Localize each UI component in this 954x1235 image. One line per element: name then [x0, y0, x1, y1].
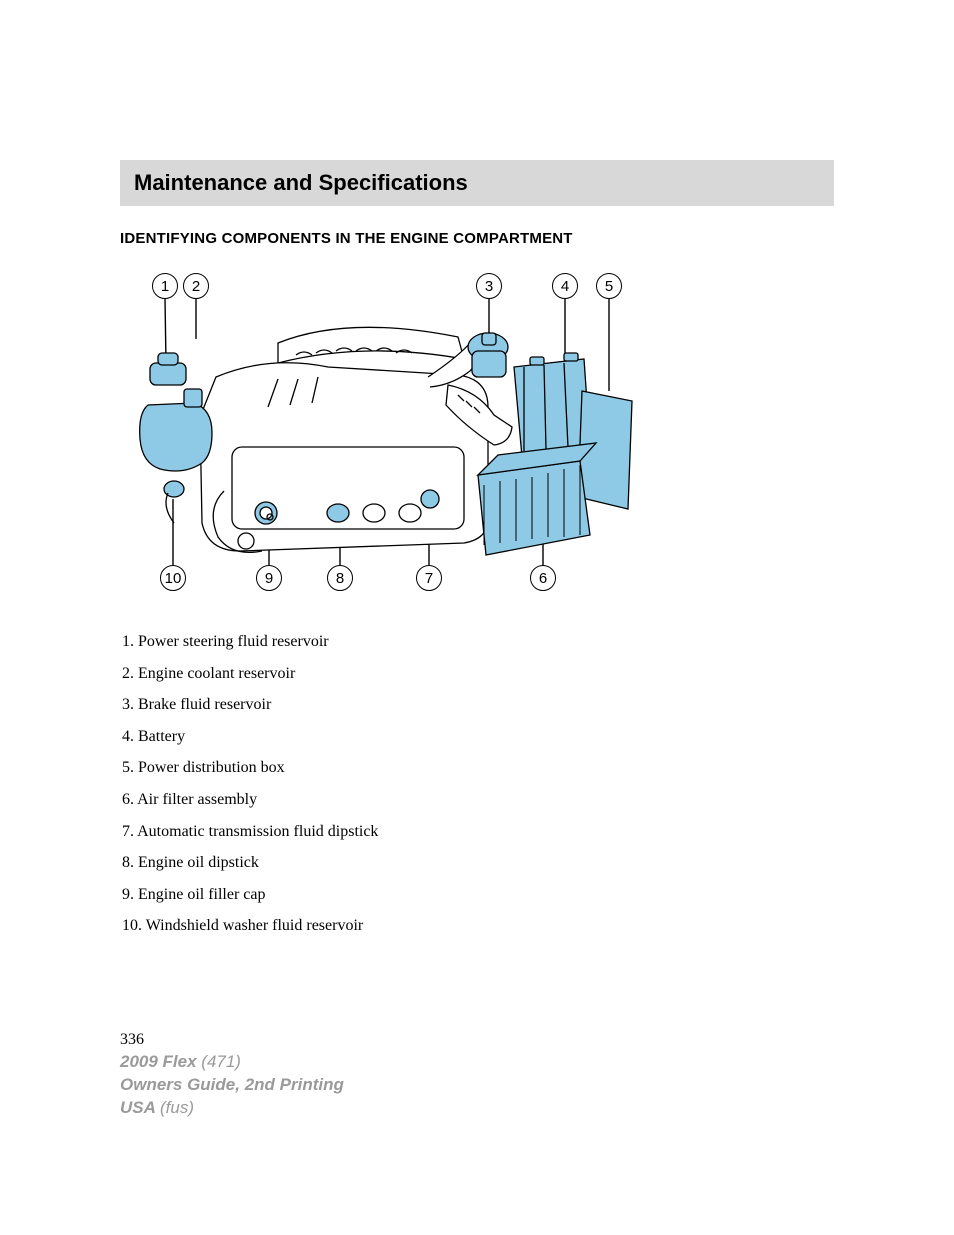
subheading: IDENTIFYING COMPONENTS IN THE ENGINE COM… [120, 230, 834, 247]
list-item: 3. Brake fluid reservoir [122, 690, 834, 720]
engine-diagram-svg [128, 267, 648, 597]
component-list: 1. Power steering fluid reservoir2. Engi… [122, 627, 834, 941]
callout-2: 2 [183, 273, 209, 299]
callout-1: 1 [152, 273, 178, 299]
list-item: 9. Engine oil filler cap [122, 880, 834, 910]
footer-region-code: (fus) [160, 1098, 194, 1117]
callout-3: 3 [476, 273, 502, 299]
callout-5: 5 [596, 273, 622, 299]
callout-10: 10 [160, 565, 186, 591]
list-item: 1. Power steering fluid reservoir [122, 627, 834, 657]
engine-diagram: 12 3 45 6 7 8 9 10 [128, 267, 648, 597]
page-number: 336 [120, 1031, 834, 1049]
list-item: 4. Battery [122, 722, 834, 752]
callout-9: 9 [256, 565, 282, 591]
footer-model: 2009 Flex [120, 1052, 201, 1071]
footer-guide: Owners Guide, 2nd Printing [120, 1074, 344, 1097]
list-item: 6. Air filter assembly [122, 785, 834, 815]
section-header: Maintenance and Specifications [120, 160, 834, 206]
footer-region: USA [120, 1098, 160, 1117]
footer: 2009 Flex (471) Owners Guide, 2nd Printi… [120, 1051, 344, 1120]
callout-7: 7 [416, 565, 442, 591]
list-item: 2. Engine coolant reservoir [122, 659, 834, 689]
list-item: 10. Windshield washer fluid reservoir [122, 911, 834, 941]
footer-code: (471) [201, 1052, 241, 1071]
list-item: 5. Power distribution box [122, 753, 834, 783]
callout-4: 4 [552, 273, 578, 299]
list-item: 7. Automatic transmission fluid dipstick [122, 817, 834, 847]
list-item: 8. Engine oil dipstick [122, 848, 834, 878]
callout-8: 8 [327, 565, 353, 591]
callout-6: 6 [530, 565, 556, 591]
section-title: Maintenance and Specifications [134, 170, 820, 196]
